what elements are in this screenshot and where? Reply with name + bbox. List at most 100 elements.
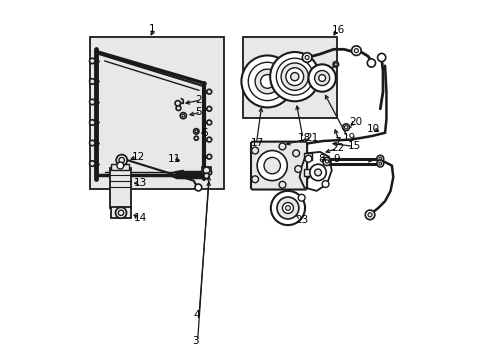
Circle shape	[290, 146, 298, 154]
Text: 1: 1	[149, 24, 155, 34]
Circle shape	[182, 114, 184, 117]
Circle shape	[314, 71, 329, 86]
Circle shape	[175, 100, 180, 106]
Text: 7: 7	[333, 137, 340, 147]
Circle shape	[251, 147, 258, 154]
Circle shape	[206, 137, 211, 142]
Text: 23: 23	[294, 215, 307, 225]
Circle shape	[248, 62, 286, 100]
Circle shape	[194, 136, 198, 140]
Bar	[89, 37, 224, 189]
Circle shape	[305, 155, 311, 162]
Circle shape	[257, 150, 286, 181]
Circle shape	[318, 75, 325, 81]
Circle shape	[180, 113, 186, 119]
Circle shape	[276, 58, 313, 95]
Circle shape	[309, 164, 325, 181]
Text: 18: 18	[297, 133, 310, 143]
Circle shape	[193, 129, 199, 134]
Circle shape	[342, 124, 349, 131]
Bar	[110, 168, 130, 208]
Circle shape	[344, 126, 347, 129]
Circle shape	[119, 157, 124, 163]
Bar	[303, 169, 311, 176]
Bar	[111, 164, 129, 170]
Circle shape	[332, 62, 338, 67]
Circle shape	[325, 160, 328, 163]
Circle shape	[115, 207, 126, 218]
Text: 5: 5	[195, 107, 202, 117]
Circle shape	[367, 213, 371, 217]
Text: 3: 3	[192, 336, 199, 346]
Circle shape	[279, 143, 285, 150]
Circle shape	[206, 107, 211, 111]
Bar	[303, 153, 311, 160]
Circle shape	[334, 63, 337, 66]
Circle shape	[354, 49, 358, 53]
Bar	[202, 167, 211, 174]
Circle shape	[206, 120, 211, 125]
Circle shape	[298, 194, 305, 201]
Circle shape	[118, 210, 123, 216]
Circle shape	[89, 161, 95, 166]
Circle shape	[206, 89, 211, 94]
Text: 16: 16	[331, 25, 344, 35]
Circle shape	[206, 154, 211, 159]
Circle shape	[302, 53, 311, 62]
Circle shape	[251, 176, 258, 183]
Circle shape	[292, 148, 296, 152]
Circle shape	[276, 197, 298, 219]
Text: 13: 13	[133, 178, 146, 188]
Circle shape	[264, 157, 280, 174]
Circle shape	[365, 210, 374, 220]
Text: 22: 22	[331, 144, 344, 153]
FancyBboxPatch shape	[250, 141, 306, 189]
Circle shape	[322, 181, 328, 188]
Circle shape	[281, 63, 308, 90]
Circle shape	[378, 157, 381, 160]
Circle shape	[322, 157, 330, 166]
Circle shape	[292, 150, 299, 157]
Text: 4: 4	[193, 310, 200, 320]
Circle shape	[206, 170, 211, 175]
Circle shape	[376, 155, 383, 162]
Circle shape	[195, 184, 202, 191]
Text: 17: 17	[250, 138, 264, 148]
Circle shape	[195, 130, 197, 133]
Circle shape	[203, 173, 209, 179]
Circle shape	[282, 203, 293, 213]
Circle shape	[366, 59, 375, 67]
Circle shape	[260, 75, 274, 88]
Text: 15: 15	[347, 141, 361, 152]
Text: 2: 2	[195, 95, 202, 105]
Circle shape	[308, 64, 335, 92]
Circle shape	[290, 73, 298, 81]
Circle shape	[89, 99, 95, 105]
Text: 8: 8	[317, 154, 324, 164]
Circle shape	[285, 68, 303, 86]
Text: 19: 19	[342, 133, 355, 143]
Circle shape	[285, 206, 290, 210]
Circle shape	[89, 140, 95, 146]
Text: 21: 21	[305, 133, 318, 143]
Circle shape	[377, 53, 385, 62]
Circle shape	[117, 162, 123, 169]
Circle shape	[241, 55, 293, 107]
Circle shape	[255, 69, 279, 94]
Text: 6: 6	[202, 128, 208, 138]
Circle shape	[279, 181, 285, 188]
Circle shape	[294, 166, 301, 172]
Bar	[243, 37, 337, 118]
Circle shape	[378, 162, 381, 165]
Circle shape	[89, 58, 95, 64]
Circle shape	[303, 172, 309, 179]
Circle shape	[305, 55, 308, 59]
Text: 12: 12	[132, 152, 145, 162]
Bar	[111, 207, 130, 218]
Circle shape	[176, 106, 181, 111]
Text: 10: 10	[366, 123, 379, 134]
Circle shape	[270, 191, 305, 225]
Circle shape	[116, 155, 127, 166]
Circle shape	[89, 120, 95, 125]
Text: 20: 20	[348, 117, 361, 127]
